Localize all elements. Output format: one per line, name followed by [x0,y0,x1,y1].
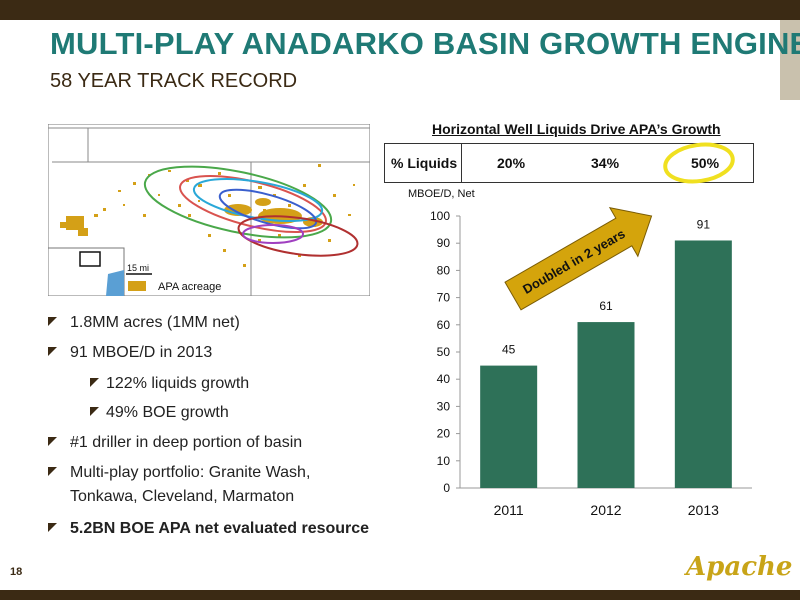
bottom-bar [0,590,800,600]
top-bar [0,0,800,20]
x-tick-label: 2012 [590,502,621,518]
apache-logo: Apache [686,552,793,582]
y-tick-label: 50 [437,345,451,359]
arrow-label: Doubled in 2 years [520,226,628,297]
y-tick-label: 10 [437,454,451,468]
liquids-heading: Horizontal Well Liquids Drive APA’s Grow… [432,121,721,137]
x-tick-label: 2011 [494,502,524,518]
data-label: 91 [697,217,711,231]
bar-2012 [577,322,635,488]
liquids-value-2013: 50% [691,155,720,171]
doubled-arrow: Doubled in 2 years [504,207,653,311]
x-tick-label: 2013 [688,502,719,518]
production-bar-chart: 0 10 20 30 40 50 60 70 80 90 100 45 2011 61 2012 91 2013… [430,207,752,518]
scale-label: 15 mi [127,263,149,273]
top-bar-accent [780,20,800,100]
y-tick-label: 90 [437,236,451,250]
y-tick-label: 70 [437,291,451,305]
liquids-row-label: % Liquids [391,155,458,171]
page-number: 18 [10,566,23,578]
y-tick-label: 0 [443,481,450,495]
liquids-table: % Liquids 20% 34% 50% [384,142,754,184]
slide-title: MULTI-PLAY ANADARKO BASIN GROWTH ENGINE [50,26,800,61]
y-tick-label: 80 [437,263,451,277]
inset-map [48,247,125,296]
legend-label: APA acreage [158,281,221,293]
y-tick-label: 20 [437,427,451,441]
y-tick-label: 30 [437,399,451,413]
play-outlines [143,165,359,257]
y-tick-label: 60 [437,318,451,332]
bar-2011 [480,365,538,488]
y-tick-label: 100 [430,209,450,223]
liquids-value-2012: 34% [591,155,620,171]
basin-map: 15 mi APA acreage [48,124,370,296]
legend-swatch [128,281,146,291]
arrow-shape [504,207,653,311]
data-label: 45 [502,343,516,357]
y-axis-label: MBOE/D, Net [408,188,475,200]
data-label: 61 [599,299,613,313]
liquids-value-2011: 20% [497,155,526,171]
y-tick-label: 40 [437,372,451,386]
slide-subtitle: 58 YEAR TRACK RECORD [50,70,298,92]
highlight-circle [663,142,735,184]
bar-2013 [674,240,732,488]
